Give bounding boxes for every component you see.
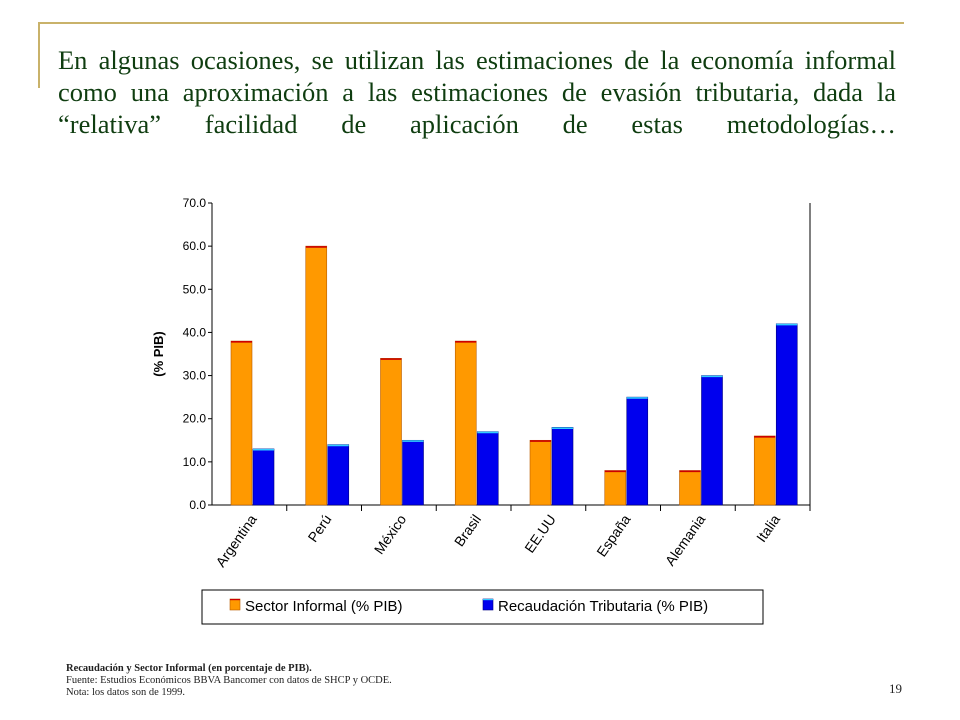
bar-recaudacion: [775, 323, 798, 506]
legend-box: [201, 589, 764, 625]
y-tick-label: 70.0: [183, 196, 207, 210]
bar-sector-informal: [604, 470, 627, 506]
legend-label-sector-informal: Sector Informal (% PIB): [245, 598, 403, 615]
bar-sector-informal: [305, 245, 328, 506]
y-tick-label: 10.0: [183, 455, 207, 469]
y-tick-label: 40.0: [183, 325, 207, 339]
frame-left-line: [38, 22, 40, 88]
y-tick-label: 0.0: [189, 498, 206, 512]
bar-recaudacion: [476, 431, 499, 506]
slide-title: En algunas ocasiones, se utilizan las es…: [58, 45, 896, 139]
bar-sector-informal: [529, 439, 552, 506]
bar-sector-informal: [679, 470, 701, 506]
bar-recaudacion: [252, 448, 275, 506]
x-category-label: Brasil: [451, 512, 484, 550]
legend-swatch-sector-informal: [229, 598, 241, 611]
bar-recaudacion: [402, 439, 424, 506]
x-category-label: España: [593, 511, 633, 559]
legend-swatch-recaudacion: [482, 598, 494, 611]
caption-note: Nota: los datos son de 1999.: [66, 687, 185, 698]
x-category-label: México: [371, 511, 410, 557]
bar-sector-informal: [454, 340, 477, 506]
y-tick-label: 20.0: [183, 412, 207, 426]
bar-sector-informal: [380, 358, 402, 506]
x-category-label: Italia: [753, 511, 783, 545]
bar-recaudacion: [327, 444, 350, 506]
y-axis-label: (% PIB): [151, 331, 166, 377]
y-tick-label: 30.0: [183, 369, 207, 383]
page-number: 19: [889, 681, 902, 696]
bar-recaudacion: [701, 375, 723, 506]
bar-sector-informal: [753, 435, 776, 506]
x-category-label: Alemania: [662, 511, 709, 568]
frame-top-line: [40, 22, 904, 24]
caption-title: Recaudación y Sector Informal (en porcen…: [66, 663, 312, 674]
chart-caption: Recaudación y Sector Informal (en porcen…: [66, 663, 666, 699]
caption-source: Fuente: Estudios Económicos BBVA Bancome…: [66, 675, 392, 686]
bar-recaudacion: [551, 427, 574, 506]
y-tick-label: 60.0: [183, 239, 207, 253]
bar-sector-informal: [230, 340, 253, 506]
legend-label-recaudacion: Recaudación Tributaria (% PIB): [498, 598, 708, 615]
x-category-label: EE.UU: [521, 512, 559, 556]
x-category-label: Argentina: [212, 511, 260, 569]
y-tick-label: 50.0: [183, 282, 207, 296]
bar-recaudacion: [626, 396, 649, 506]
x-category-label: Perú: [305, 512, 335, 545]
